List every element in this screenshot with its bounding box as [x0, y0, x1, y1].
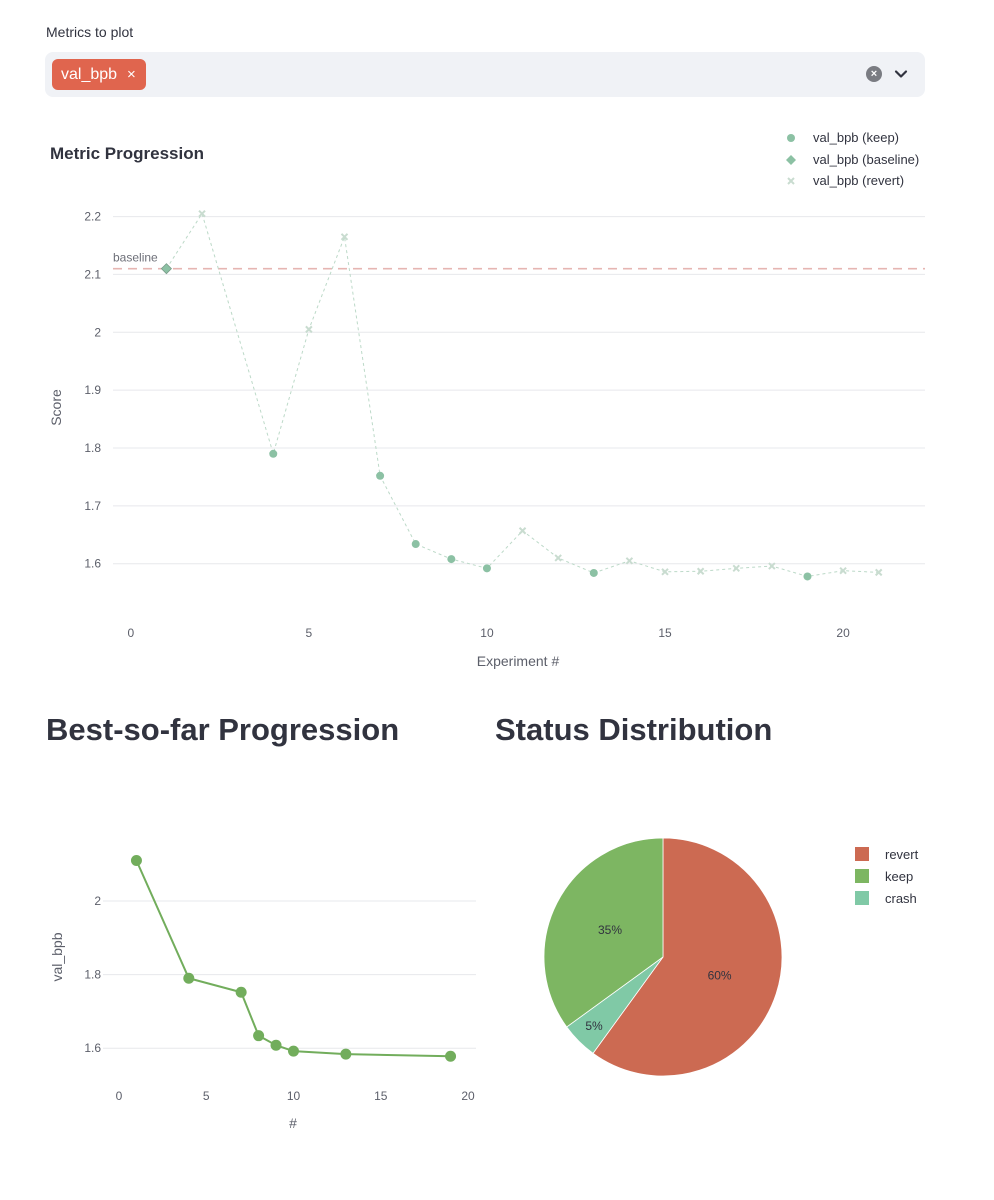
legend-label: val_bpb (keep) [813, 130, 899, 145]
x-tick-label: 0 [127, 626, 134, 640]
legend-label-crash: crash [885, 891, 917, 906]
revert-point [518, 527, 527, 535]
pie-label-crash: 5% [585, 1019, 603, 1033]
best-point [130, 854, 142, 866]
revert-point [696, 567, 705, 575]
best-line [135, 860, 451, 1058]
y-tick-label: 2 [94, 325, 101, 339]
keep-point [589, 568, 598, 577]
y-tick-label: 2 [94, 894, 101, 908]
revert-point [198, 209, 206, 218]
x-tick-label: 20 [836, 626, 850, 640]
legend-swatch-keep [855, 869, 869, 883]
keep-point [376, 471, 385, 480]
x-tick-label: 5 [306, 626, 313, 640]
keep-point [482, 564, 491, 573]
y-tick-label: 2.1 [84, 267, 101, 281]
y-tick-label: 1.6 [84, 1041, 101, 1055]
x-tick-label: 15 [658, 626, 672, 640]
legend-label: val_bpb (revert) [813, 173, 904, 188]
y-axis-label: Score [48, 389, 64, 426]
x-tick-label: 10 [287, 1089, 301, 1103]
keep-point [411, 540, 420, 549]
baseline-label: baseline [113, 251, 158, 265]
best-point [340, 1048, 352, 1060]
legend-swatch-crash [855, 891, 869, 905]
revert-point [732, 564, 740, 573]
progression-connector [166, 212, 879, 577]
revert-point [305, 325, 313, 334]
chip-label: val_bpb [61, 65, 118, 83]
metric-progression-chart: 1.6 1.7 1.8 1.9 2 2.1 2.2 0 5 10 15 20 Experiment # S… [48, 130, 925, 669]
y-tick-label: 1.7 [84, 499, 101, 513]
y-tick-label: 1.9 [84, 383, 101, 397]
x-tick-label: 5 [203, 1089, 210, 1103]
best-point [253, 1030, 265, 1042]
revert-point [839, 566, 847, 575]
pie-slice-keep [543, 837, 664, 1028]
best-point [445, 1050, 457, 1062]
metrics-label: Metrics to plot [46, 24, 134, 40]
metrics-multiselect[interactable]: val_bpb × × [45, 52, 925, 97]
revert-point [554, 554, 562, 562]
revert-point [768, 562, 776, 570]
pie-label-revert: 60% [708, 968, 732, 982]
revert-point [874, 568, 883, 577]
x-tick-label: 20 [461, 1089, 475, 1103]
best-so-far-chart: 1.61.820 5 10 15 20#val_bpb [49, 854, 476, 1131]
keep-point [269, 449, 278, 458]
y-tick-label: 1.6 [84, 557, 101, 571]
y-axis-label: val_bpb [49, 932, 65, 981]
pie-label-keep: 35% [598, 923, 622, 937]
y-tick-label: 1.8 [84, 968, 101, 982]
x-tick-label: 10 [480, 626, 494, 640]
x-tick-label: 0 [116, 1089, 123, 1103]
best-point [270, 1039, 282, 1051]
remove-chip-icon[interactable]: × [127, 66, 136, 83]
legend-label: val_bpb (baseline) [813, 152, 919, 167]
metric-progression-title: Metric Progression [50, 144, 204, 163]
legend-keep-marker [787, 134, 795, 142]
selected-metric-chip[interactable]: val_bpb × [52, 59, 146, 90]
best-so-far-title: Best-so-far Progression [46, 712, 400, 747]
keep-point [447, 555, 456, 564]
legend-label-keep: keep [885, 869, 913, 884]
keep-point [803, 572, 812, 581]
revert-point [625, 557, 634, 565]
baseline-point [160, 263, 172, 275]
clear-all-icon[interactable]: × [866, 66, 882, 82]
revert-point [661, 568, 669, 576]
status-distribution-title: Status Distribution [495, 712, 773, 747]
status-distribution-chart: 60% 5% 35% revert keep crash [543, 837, 919, 1077]
y-tick-label: 1.8 [84, 441, 101, 455]
best-point [183, 972, 195, 984]
x-axis-label: # [289, 1115, 297, 1131]
x-axis-label: Experiment # [477, 653, 560, 669]
x-tick-label: 15 [374, 1089, 388, 1103]
legend-revert-marker [787, 177, 795, 185]
pie-slice-revert [592, 837, 783, 1077]
y-tick-label: 2.2 [84, 210, 101, 224]
legend-baseline-marker [786, 155, 796, 165]
best-point [288, 1045, 299, 1057]
legend-label-revert: revert [885, 847, 919, 862]
legend-swatch-revert [855, 847, 869, 861]
revert-point [340, 233, 349, 241]
best-point [235, 986, 247, 998]
chevron-down-icon[interactable] [893, 66, 909, 82]
